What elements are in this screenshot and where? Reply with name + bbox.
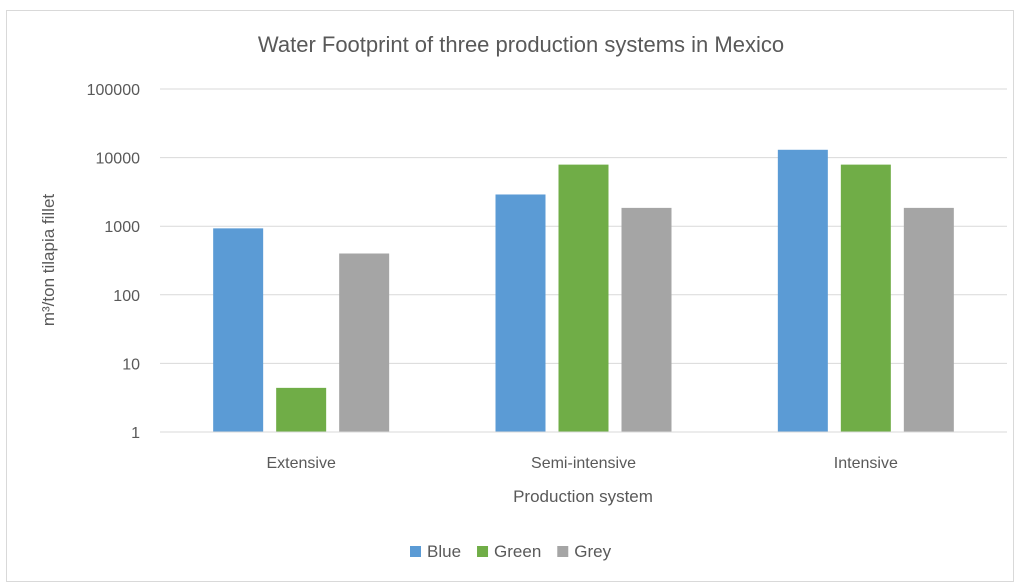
bar-green-intensive xyxy=(840,164,891,432)
legend-label-green: Green xyxy=(494,542,541,561)
x-axis-ticks: Extensive Semi-intensive Intensive xyxy=(266,455,897,472)
y-tick-label: 100 xyxy=(113,288,140,305)
bar-grey-semi-intensive xyxy=(621,207,672,432)
x-axis-label: Production system xyxy=(513,487,653,506)
y-tick-label: 10000 xyxy=(96,151,141,168)
x-tick-label: Extensive xyxy=(266,455,335,472)
y-tick-label: 10 xyxy=(122,356,140,373)
y-tick-label: 1000 xyxy=(104,219,140,236)
bar-grey-intensive xyxy=(903,207,954,432)
bar-blue-extensive xyxy=(213,228,264,432)
bar-green-extensive xyxy=(276,387,327,432)
legend-label-grey: Grey xyxy=(574,542,611,561)
y-tick-label: 1 xyxy=(131,425,140,442)
bar-green-semi-intensive xyxy=(558,164,609,432)
y-tick-label: 100000 xyxy=(87,82,140,99)
legend-swatch-green xyxy=(477,546,489,557)
bars xyxy=(213,149,954,432)
chart-title: Water Footprint of three production syst… xyxy=(258,32,784,57)
bar-grey-extensive xyxy=(339,253,390,432)
bar-blue-semi-intensive xyxy=(495,194,546,432)
bar-blue-intensive xyxy=(777,149,828,432)
y-axis-label: m³/ton tilapia fillet xyxy=(39,194,58,327)
legend: Blue Green Grey xyxy=(410,542,612,561)
legend-swatch-blue xyxy=(410,546,421,557)
legend-label-blue: Blue xyxy=(427,542,461,561)
legend-swatch-grey xyxy=(557,546,569,557)
y-axis-ticks: 1 10 100 1000 10000 100000 xyxy=(87,82,140,442)
x-tick-label: Semi-intensive xyxy=(531,455,636,472)
x-tick-label: Intensive xyxy=(834,455,898,472)
